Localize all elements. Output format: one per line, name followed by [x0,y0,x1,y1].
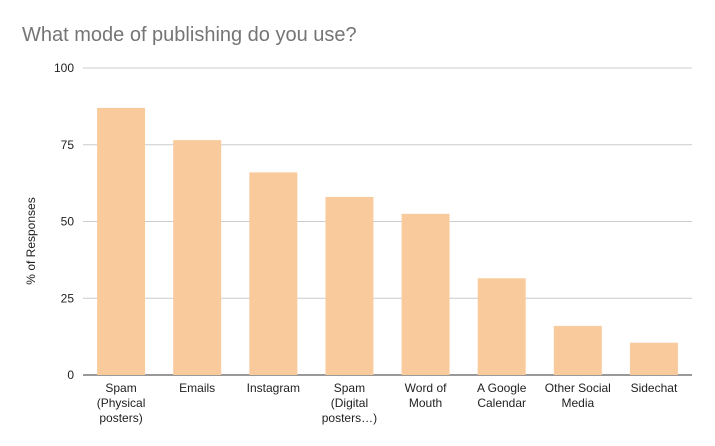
bar [325,196,374,375]
bar [249,172,298,375]
chart-title: What mode of publishing do you use? [22,24,357,46]
bar [477,278,526,375]
y-axis-label: % of Responses [24,197,38,284]
x-category-label: A Google Calendar [477,381,527,410]
bar [629,342,678,375]
y-tick-label: 50 [61,215,75,229]
bar [173,140,222,375]
y-tick-label: 0 [67,368,74,382]
bars [97,107,678,375]
x-category-labels: Spam (Physical posters) Emails Instagram Spam… [97,381,678,425]
y-tick-label: 75 [61,138,75,152]
x-category-label: Word of Mouth [405,381,447,410]
x-category-label: Instagram [247,381,300,395]
x-category-label: Spam (Physical posters) [97,381,146,425]
y-tick-labels: 0 25 50 75 100 [54,61,74,382]
x-category-label: Spam (Digital posters…) [322,381,377,425]
x-category-label: Sidechat [631,381,678,395]
bar [553,325,602,375]
x-category-label: Other Social Media [545,381,611,410]
bar [401,213,450,375]
y-tick-label: 100 [54,61,74,75]
bar [97,107,146,375]
y-tick-label: 25 [61,291,75,305]
x-category-label: Emails [179,381,215,395]
